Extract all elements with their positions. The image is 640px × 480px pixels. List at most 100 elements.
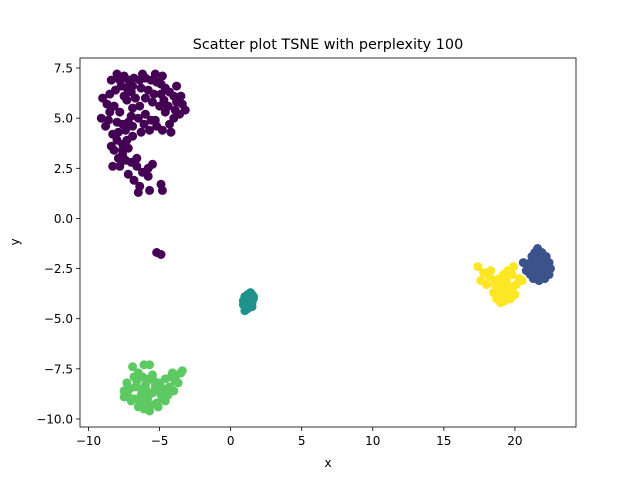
data-point <box>482 280 491 290</box>
data-point <box>136 390 146 400</box>
data-point <box>530 248 540 257</box>
data-point <box>105 107 115 117</box>
data-point <box>101 121 111 131</box>
x-tick-label: 20 <box>507 434 522 448</box>
data-point <box>140 93 150 103</box>
y-tick-label: −10.0 <box>36 412 73 426</box>
data-point <box>173 378 183 388</box>
data-point <box>172 81 182 91</box>
data-point <box>105 89 115 99</box>
data-point <box>166 127 176 137</box>
data-point <box>163 101 173 111</box>
data-point <box>96 113 106 123</box>
data-point <box>145 406 155 416</box>
y-tick-label: 0.0 <box>54 212 73 226</box>
data-point <box>160 396 170 406</box>
data-point <box>106 75 116 85</box>
x-tick-label: 10 <box>365 434 380 448</box>
data-point <box>128 121 138 131</box>
data-point <box>473 262 483 272</box>
data-point <box>133 113 143 123</box>
x-tick-label: 5 <box>298 434 306 448</box>
data-point <box>133 187 143 197</box>
data-point <box>150 69 160 79</box>
y-tick-label: −5.0 <box>44 312 73 326</box>
chart-title: Scatter plot TSNE with perplexity 100 <box>193 37 463 53</box>
series-2 <box>238 288 258 316</box>
data-point <box>123 169 133 179</box>
data-point <box>165 119 174 129</box>
x-axis-label: x <box>324 456 331 470</box>
data-point <box>506 294 516 304</box>
data-point <box>518 258 528 268</box>
data-point <box>167 368 177 378</box>
data-point <box>115 107 125 117</box>
data-point <box>490 280 500 290</box>
data-point <box>248 292 258 302</box>
data-point <box>128 103 138 113</box>
data-point <box>118 145 128 155</box>
data-point <box>126 111 136 121</box>
data-point <box>170 105 180 115</box>
y-axis-label: y <box>8 238 22 245</box>
data-point <box>119 392 129 402</box>
data-point <box>153 402 163 412</box>
data-point <box>115 161 125 171</box>
data-point <box>156 250 166 259</box>
data-point <box>129 372 139 382</box>
data-point <box>102 99 112 109</box>
data-point <box>132 153 142 163</box>
data-point <box>536 264 545 274</box>
data-point <box>169 386 179 396</box>
data-point <box>143 85 153 95</box>
data-point <box>150 382 160 392</box>
data-point <box>109 145 119 155</box>
y-tick-label: −7.5 <box>44 362 73 376</box>
data-point <box>122 378 132 388</box>
data-point <box>143 171 153 181</box>
data-point <box>157 71 167 81</box>
series-4 <box>473 262 527 308</box>
data-point <box>145 360 155 370</box>
data-point <box>122 135 132 145</box>
y-tick-label: 5.0 <box>54 112 73 126</box>
data-point <box>135 101 145 111</box>
data-point <box>148 159 157 169</box>
data-point <box>500 286 510 296</box>
x-tick-label: 15 <box>436 434 451 448</box>
x-axis: −10 −5 0 5 10 15 20 <box>76 427 523 448</box>
data-point <box>132 161 142 171</box>
data-point <box>517 276 527 286</box>
data-point <box>138 69 147 79</box>
plot-area-frame <box>79 57 577 428</box>
data-point <box>155 101 165 111</box>
data-point <box>108 161 118 171</box>
data-point <box>121 125 130 135</box>
data-point <box>140 380 150 390</box>
data-point <box>486 266 496 276</box>
x-tick-label: −10 <box>76 434 101 448</box>
data-point <box>148 97 157 107</box>
data-point <box>133 402 143 412</box>
y-axis: −10.0 −7.5 −5.0 −2.5 0.0 2.5 5.0 7.5 <box>36 62 80 426</box>
data-point <box>128 362 138 372</box>
data-point <box>136 127 146 137</box>
data-point <box>145 185 155 195</box>
points-layer <box>96 69 555 416</box>
data-point <box>119 91 129 101</box>
data-point <box>156 89 166 99</box>
data-point <box>140 109 150 119</box>
y-tick-label: −2.5 <box>44 262 73 276</box>
data-point <box>129 175 139 185</box>
data-point <box>126 396 136 406</box>
data-point <box>143 392 153 402</box>
data-point <box>177 366 187 376</box>
data-point <box>521 266 531 276</box>
series-0 <box>96 69 190 259</box>
y-tick-label: 7.5 <box>54 62 73 76</box>
x-tick-label: 0 <box>227 434 235 448</box>
data-point <box>128 81 138 91</box>
series-3 <box>119 360 187 416</box>
